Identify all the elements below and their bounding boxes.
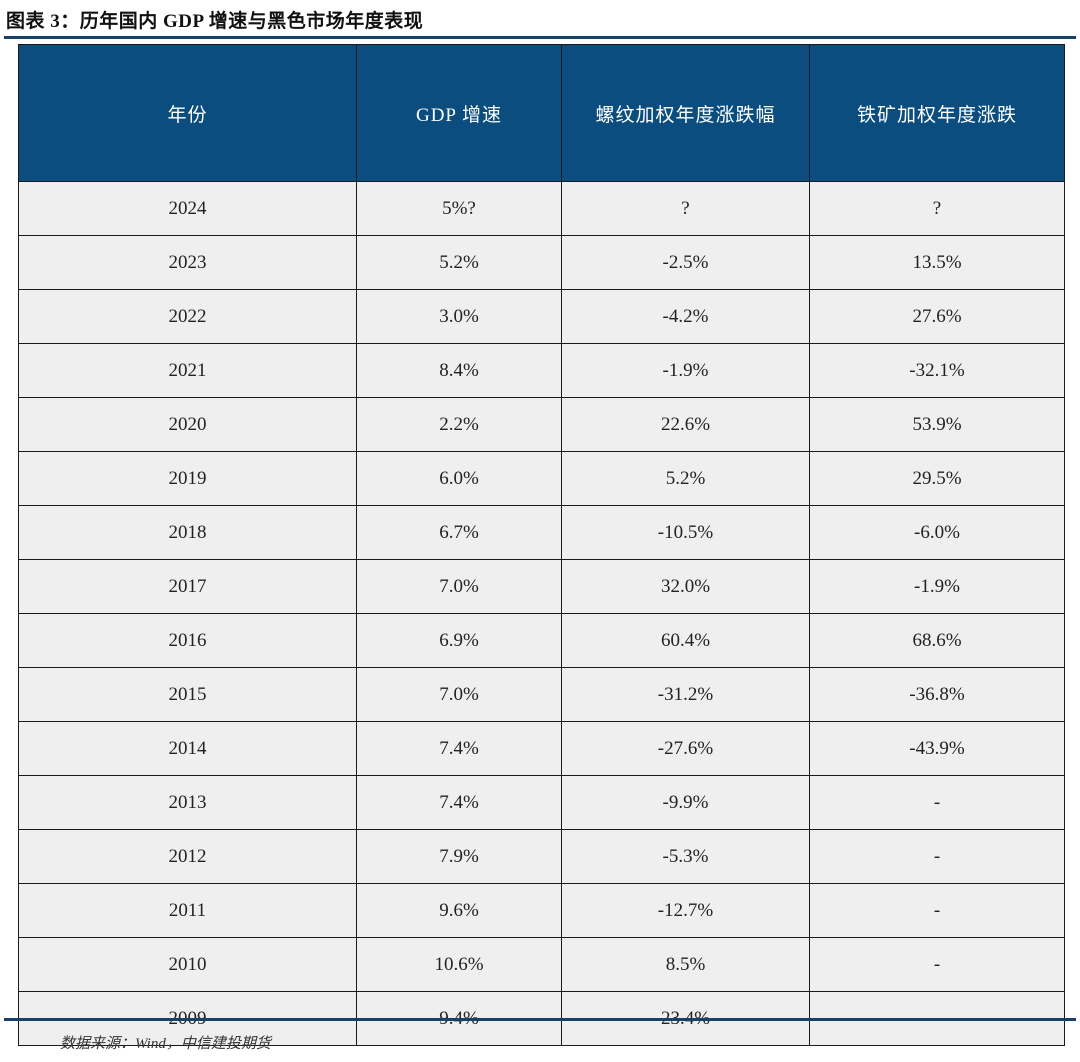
cell-iron-ore-change: - — [809, 829, 1065, 884]
cell-gdp-growth: 9.6% — [356, 883, 562, 938]
cell-rebar-change: 32.0% — [561, 559, 810, 614]
cell-iron-ore-change: -43.9% — [809, 721, 1065, 776]
cell-iron-ore-change: -6.0% — [809, 505, 1065, 560]
cell-rebar-change: 60.4% — [561, 613, 810, 668]
cell-rebar-change: -4.2% — [561, 289, 810, 344]
cell-year: 2019 — [18, 451, 357, 506]
cell-gdp-growth: 7.9% — [356, 829, 562, 884]
cell-gdp-growth: 7.0% — [356, 559, 562, 614]
header-row: 年份 GDP 增速 螺纹加权年度涨跌幅 铁矿加权年度涨跌 — [18, 44, 1065, 182]
cell-gdp-growth: 5.2% — [356, 235, 562, 290]
cell-iron-ore-change: 13.5% — [809, 235, 1065, 290]
top-rule — [4, 36, 1076, 39]
table-row: 2021 8.4% -1.9% -32.1% — [18, 343, 1065, 398]
cell-gdp-growth: 10.6% — [356, 937, 562, 992]
table-row: 2022 3.0% -4.2% 27.6% — [18, 289, 1065, 344]
cell-gdp-growth: 6.9% — [356, 613, 562, 668]
cell-iron-ore-change: 68.6% — [809, 613, 1065, 668]
cell-year: 2022 — [18, 289, 357, 344]
cell-gdp-growth: 6.0% — [356, 451, 562, 506]
cell-year: 2021 — [18, 343, 357, 398]
cell-rebar-change: 8.5% — [561, 937, 810, 992]
cell-rebar-change: -5.3% — [561, 829, 810, 884]
cell-iron-ore-change: -36.8% — [809, 667, 1065, 722]
cell-iron-ore-change: - — [809, 937, 1065, 992]
cell-iron-ore-change: - — [809, 883, 1065, 938]
cell-rebar-change: 22.6% — [561, 397, 810, 452]
cell-gdp-growth: 6.7% — [356, 505, 562, 560]
cell-iron-ore-change: - — [809, 775, 1065, 830]
cell-gdp-growth: 7.4% — [356, 775, 562, 830]
cell-rebar-change: ? — [561, 181, 810, 236]
cell-gdp-growth: 5%? — [356, 181, 562, 236]
cell-iron-ore-change: -1.9% — [809, 559, 1065, 614]
cell-iron-ore-change: -32.1% — [809, 343, 1065, 398]
table-row: 2018 6.7% -10.5% -6.0% — [18, 505, 1065, 560]
cell-rebar-change: -31.2% — [561, 667, 810, 722]
cell-year: 2018 — [18, 505, 357, 560]
cell-year: 2010 — [18, 937, 357, 992]
cell-gdp-growth: 2.2% — [356, 397, 562, 452]
data-table: 年份 GDP 增速 螺纹加权年度涨跌幅 铁矿加权年度涨跌 2024 5%??? 20… — [18, 44, 1065, 1046]
table-row: 2016 6.9% 60.4% 68.6% — [18, 613, 1065, 668]
cell-year: 2011 — [18, 883, 357, 938]
table-row: 2017 7.0% 32.0% -1.9% — [18, 559, 1065, 614]
table-row: 2020 2.2% 22.6% 53.9% — [18, 397, 1065, 452]
cell-rebar-change: -12.7% — [561, 883, 810, 938]
cell-gdp-growth: 3.0% — [356, 289, 562, 344]
cell-year: 2013 — [18, 775, 357, 830]
cell-rebar-change: -10.5% — [561, 505, 810, 560]
table-row: 2012 7.9% -5.3% - — [18, 829, 1065, 884]
cell-rebar-change: -1.9% — [561, 343, 810, 398]
cell-iron-ore-change: 53.9% — [809, 397, 1065, 452]
cell-year: 2015 — [18, 667, 357, 722]
table-row: 2015 7.0% -31.2% -36.8% — [18, 667, 1065, 722]
cell-year: 2020 — [18, 397, 357, 452]
cell-year: 2024 — [18, 181, 357, 236]
source-note: 数据来源：Wind，中信建投期货 — [60, 1036, 271, 1052]
table-row: 2010 10.6% 8.5% - — [18, 937, 1065, 992]
cell-gdp-growth: 7.0% — [356, 667, 562, 722]
header-year: 年份 — [18, 44, 357, 182]
cell-year: 2012 — [18, 829, 357, 884]
cell-rebar-change: -9.9% — [561, 775, 810, 830]
table-row: 2019 6.0% 5.2% 29.5% — [18, 451, 1065, 506]
header-gdp-growth: GDP 增速 — [356, 44, 562, 182]
cell-year: 2014 — [18, 721, 357, 776]
table-row: 2024 5%??? — [18, 181, 1065, 236]
cell-rebar-change: -2.5% — [561, 235, 810, 290]
header-iron-ore-change: 铁矿加权年度涨跌 — [809, 44, 1065, 182]
cell-iron-ore-change: 27.6% — [809, 289, 1065, 344]
cell-year: 2017 — [18, 559, 357, 614]
cell-gdp-growth: 7.4% — [356, 721, 562, 776]
cell-rebar-change: 5.2% — [561, 451, 810, 506]
cell-gdp-growth: 8.4% — [356, 343, 562, 398]
table-body: 2024 5%??? 2023 5.2% -2.5% 13.5% 2022 3.0% -4.2%… — [18, 181, 1065, 1046]
cell-year: 2023 — [18, 235, 357, 290]
header-rebar-change: 螺纹加权年度涨跌幅 — [561, 44, 810, 182]
cell-rebar-change: -27.6% — [561, 721, 810, 776]
bottom-rule — [4, 1018, 1076, 1021]
table-row: 2011 9.6% -12.7% - — [18, 883, 1065, 938]
figure-title: 图表 3：历年国内 GDP 增速与黑色市场年度表现 — [6, 11, 424, 32]
cell-iron-ore-change: 29.5% — [809, 451, 1065, 506]
table-row: 2014 7.4% -27.6% -43.9% — [18, 721, 1065, 776]
cell-iron-ore-change: ? — [809, 181, 1065, 236]
table-row: 2023 5.2% -2.5% 13.5% — [18, 235, 1065, 290]
cell-year: 2016 — [18, 613, 357, 668]
table-row: 2013 7.4% -9.9% - — [18, 775, 1065, 830]
